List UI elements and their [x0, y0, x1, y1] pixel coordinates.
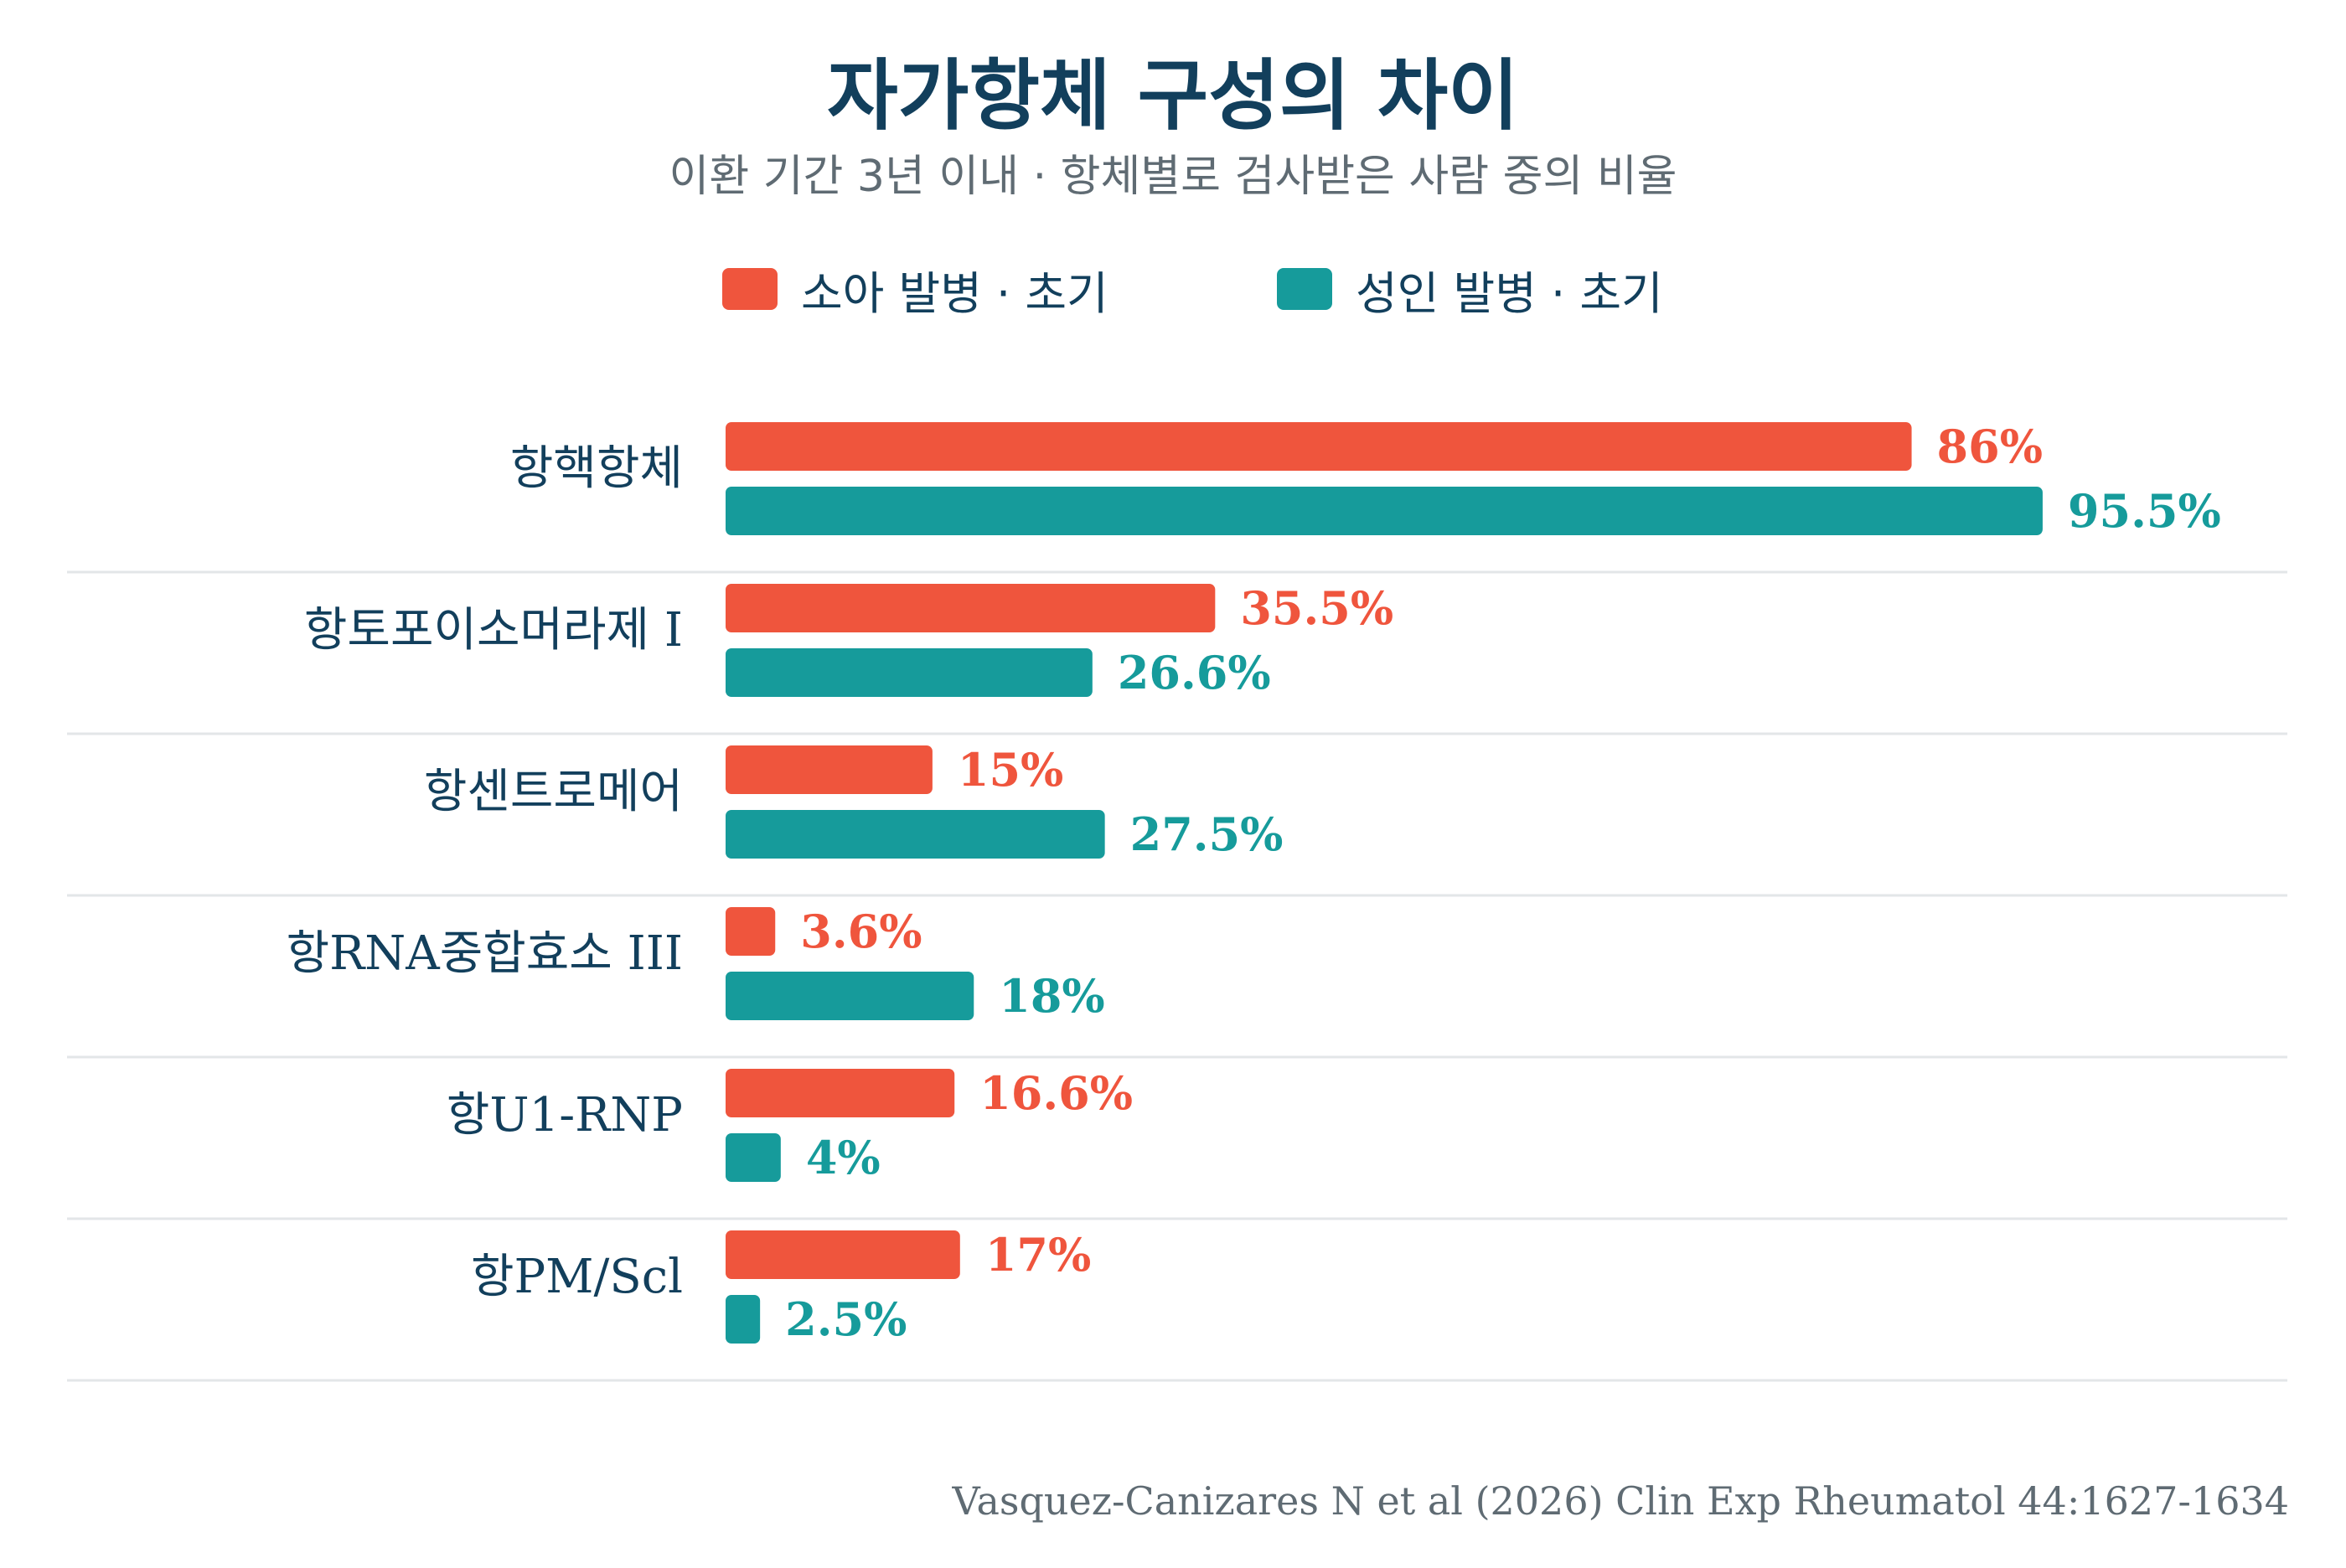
legend-label-child-onset: 소아 발병 · 초기	[801, 266, 1108, 320]
source-citation: Vasquez-Canizares N et al (2026) Clin Ex…	[952, 1478, 2289, 1524]
data-label: 4%	[806, 1131, 881, 1184]
data-label: 86%	[1937, 420, 2043, 473]
data-label: 95.5%	[2068, 484, 2221, 538]
category-label: 항센트로메어	[424, 765, 683, 819]
data-label: 16.6%	[979, 1066, 1133, 1120]
bar	[726, 972, 974, 1020]
data-label: 26.6%	[1118, 646, 1271, 699]
data-label: 15%	[958, 743, 1063, 797]
bar	[726, 1230, 960, 1279]
bar	[726, 1069, 955, 1117]
legend-label-adult-onset: 성인 발병 · 초기	[1356, 266, 1663, 320]
bar	[726, 1133, 781, 1182]
bar	[726, 648, 1093, 697]
legend-swatch-child-onset	[722, 268, 778, 310]
category-label: 항U1-RNP	[447, 1088, 683, 1142]
data-label: 18%	[999, 969, 1104, 1023]
category-label: 항PM/Scl	[471, 1250, 683, 1304]
data-label: 17%	[985, 1228, 1091, 1282]
bar	[726, 584, 1216, 632]
data-label: 35.5%	[1240, 581, 1393, 635]
data-label: 3.6%	[800, 905, 922, 958]
bar	[726, 907, 776, 956]
bar	[726, 487, 2043, 535]
chart-subtitle: 이환 기간 3년 이내 · 항체별로 검사받은 사람 중의 비율	[669, 152, 1677, 202]
bar	[726, 810, 1105, 859]
bar	[726, 745, 933, 794]
chart-title: 자가항체 구성의 차이	[827, 51, 1519, 141]
bar	[726, 1295, 761, 1344]
category-label: 항RNA중합효소 III	[287, 926, 683, 981]
legend-item-child-onset: 소아 발병 · 초기	[722, 260, 1108, 320]
data-label: 2.5%	[785, 1292, 907, 1346]
data-label: 27.5%	[1130, 807, 1284, 861]
category-label: 항핵항체	[510, 441, 683, 496]
category-label: 항토포이소머라제 I	[304, 603, 683, 658]
legend-item-adult-onset: 성인 발병 · 초기	[1277, 260, 1663, 320]
legend-swatch-adult-onset	[1277, 268, 1332, 310]
bar	[726, 422, 1912, 471]
